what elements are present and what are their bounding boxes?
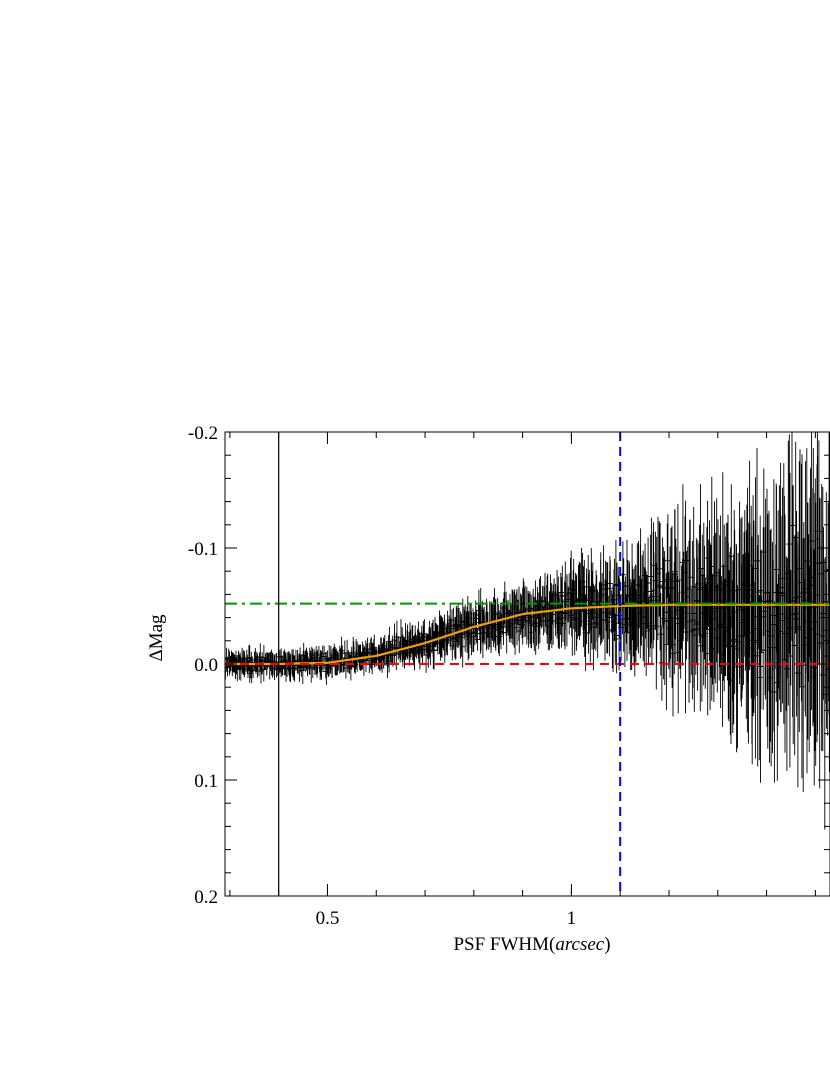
fit-curve-layer [225,603,830,666]
axes-layer: 0.5 1 -0.2 -0.1 0.0 0.1 0.2 [188,423,830,929]
x-axis-label: PSF FWHM [453,934,549,955]
data-points-layer [225,432,830,830]
x-axis-unit: arcsec [555,934,604,955]
x-axis-title: PSF FWHM(arcsec) [453,934,610,955]
y-tick-label: -0.1 [188,539,218,560]
data-point-error-bars [225,432,830,830]
y-tick-label: -0.2 [188,423,218,444]
x-tick-label: 0.5 [316,908,340,929]
reference-lines-layer [225,432,830,896]
fit-curve [225,603,830,666]
y-tick-label: 0.1 [194,771,218,792]
y-tick-label: 0.0 [194,655,218,676]
y-axis-title: ΔMag [146,614,167,662]
y-tick-label: 0.2 [194,887,218,908]
x-tick-label: 1 [567,908,577,929]
